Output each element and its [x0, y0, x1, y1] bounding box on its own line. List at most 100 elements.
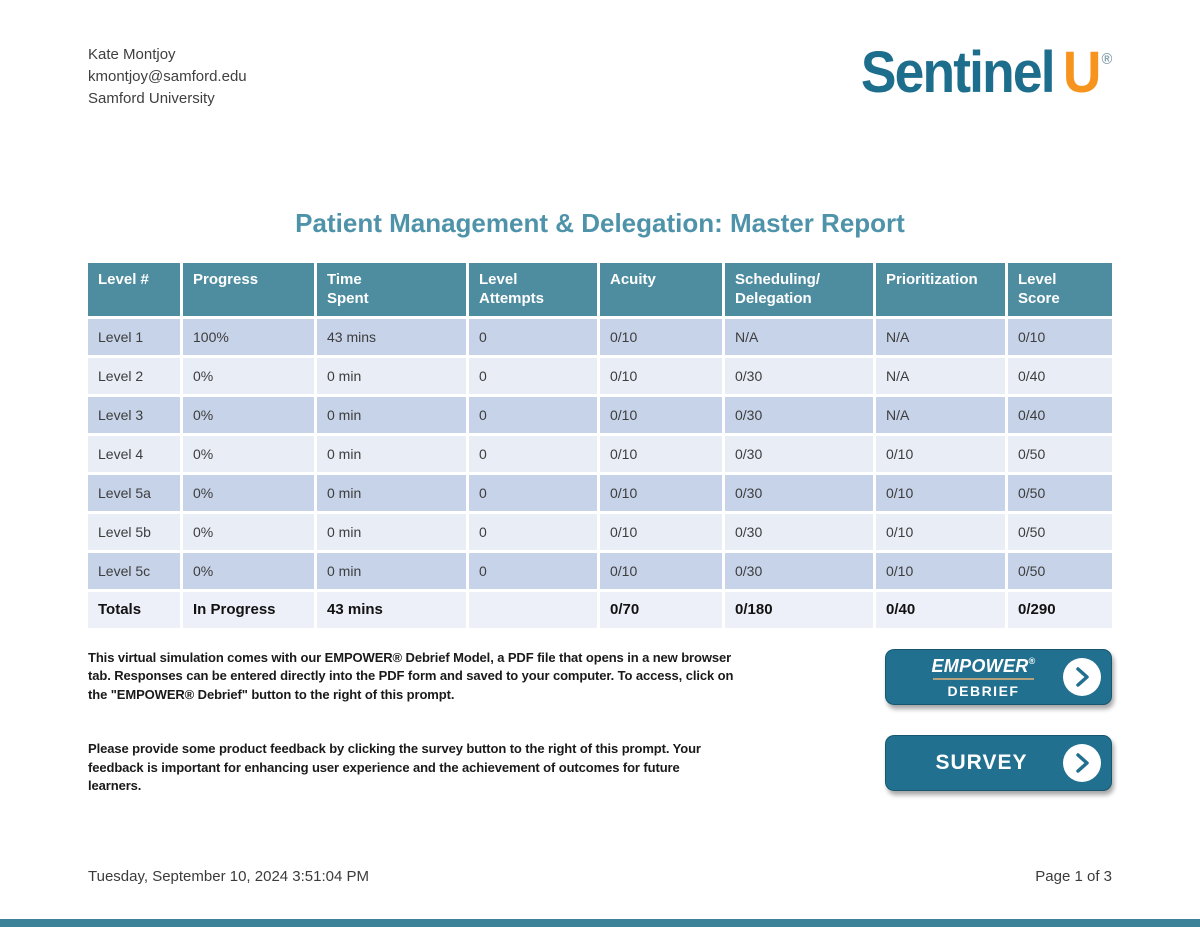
table-cell: In Progress [183, 592, 317, 631]
user-email: kmontjoy@samford.edu [88, 68, 247, 85]
table-cell: N/A [725, 319, 876, 358]
table-cell: 0/10 [600, 475, 725, 514]
totals-row: Totals In Progress 43 mins 0/70 0/180 0/40 0/2… [88, 592, 1112, 631]
chevron-right-icon [1063, 744, 1101, 782]
table-cell: 0 min [317, 436, 469, 475]
lower-section: This virtual simulation comes with our E… [88, 649, 1112, 796]
table-cell: Level 2 [88, 358, 183, 397]
table-cell: 0/10 [876, 553, 1008, 592]
table-cell: 0 min [317, 397, 469, 436]
table-cell: N/A [876, 358, 1008, 397]
table-cell: 0/10 [876, 514, 1008, 553]
empower-debrief-label: EMPOWER® DEBRIEF [931, 655, 1035, 699]
table-cell: 0/10 [600, 553, 725, 592]
table-row: Level 5b 0% 0 min 0 0/10 0/30 0/10 0/50 [88, 514, 1112, 553]
page-header: Kate Montjoy kmontjoy@samford.edu Samfor… [88, 0, 1112, 110]
table-cell: 0/30 [725, 358, 876, 397]
table-cell: Level 5b [88, 514, 183, 553]
table-cell: 0/50 [1008, 514, 1112, 553]
user-name: Kate Montjoy [88, 46, 176, 63]
column-header: Level Attempts [469, 263, 600, 319]
table-row: Level 5a 0% 0 min 0 0/10 0/30 0/10 0/50 [88, 475, 1112, 514]
column-header: Level # [88, 263, 183, 319]
table-cell: 0 [469, 436, 600, 475]
table-cell: Level 3 [88, 397, 183, 436]
user-info: Kate Montjoy kmontjoy@samford.edu Samfor… [88, 44, 247, 110]
empower-debrief-button[interactable]: EMPOWER® DEBRIEF [885, 649, 1112, 705]
table-header-row: Level # Progress Time Spent Level Attempts A… [88, 263, 1112, 319]
empower-underline [933, 677, 1034, 680]
table-cell: N/A [876, 397, 1008, 436]
survey-button[interactable]: SURVEY [885, 735, 1112, 791]
chevron-right-icon [1063, 658, 1101, 696]
table-cell: 0/10 [600, 319, 725, 358]
table-cell: 0/50 [1008, 475, 1112, 514]
table-cell: 0% [183, 514, 317, 553]
table-cell: Level 1 [88, 319, 183, 358]
empower-text: EMPOWER [931, 655, 1029, 676]
table-cell: 43 mins [317, 319, 469, 358]
table-cell: 0% [183, 436, 317, 475]
column-header: Acuity [600, 263, 725, 319]
results-table: Level # Progress Time Spent Level Attempts A… [88, 263, 1112, 631]
survey-note: Please provide some product feedback by … [88, 741, 701, 794]
table-cell: 0/30 [725, 553, 876, 592]
table-cell: 0/10 [876, 436, 1008, 475]
table-cell: Level 4 [88, 436, 183, 475]
table-cell: 0/30 [725, 475, 876, 514]
table-cell: 0/50 [1008, 436, 1112, 475]
table-cell: 0 min [317, 358, 469, 397]
table-cell: N/A [876, 319, 1008, 358]
table-cell [469, 592, 600, 631]
notes-column: This virtual simulation comes with our E… [88, 649, 736, 796]
debrief-text: DEBRIEF [947, 682, 1020, 699]
table-cell: 0/10 [1008, 319, 1112, 358]
table-cell: Level 5c [88, 553, 183, 592]
table-cell: 0% [183, 358, 317, 397]
table-cell: 0/30 [725, 397, 876, 436]
table-row: Level 2 0% 0 min 0 0/10 0/30 N/A 0/40 [88, 358, 1112, 397]
table-cell: 0/30 [725, 514, 876, 553]
table-cell: 0/40 [876, 592, 1008, 631]
report-title: Patient Management & Delegation: Master … [295, 208, 905, 238]
table-cell: 0 min [317, 553, 469, 592]
table-cell: 0 [469, 475, 600, 514]
table-cell: 0/50 [1008, 553, 1112, 592]
table-cell: 0/10 [600, 514, 725, 553]
table-cell: 0 [469, 358, 600, 397]
debrief-note: This virtual simulation comes with our E… [88, 650, 734, 702]
footer-page-number: Page 1 of 3 [1035, 867, 1112, 885]
column-header: Progress [183, 263, 317, 319]
logo-u: U [1062, 40, 1102, 105]
survey-label: SURVEY [935, 751, 1028, 774]
table-cell: 0 min [317, 514, 469, 553]
table-cell: 0/10 [600, 397, 725, 436]
table-cell: 0/40 [1008, 397, 1112, 436]
table-cell: 0/10 [600, 436, 725, 475]
sentinel-u-logo: Sentinel U ® [861, 44, 1112, 102]
page-footer: Tuesday, September 10, 2024 3:51:04 PM P… [88, 868, 1112, 885]
column-header: Time Spent [317, 263, 469, 319]
footer-timestamp: Tuesday, September 10, 2024 3:51:04 PM [88, 867, 370, 885]
table-cell: 0 [469, 319, 600, 358]
column-header: Prioritization [876, 263, 1008, 319]
table-cell: 0/290 [1008, 592, 1112, 631]
table-cell: 0 [469, 553, 600, 592]
table-cell: 0% [183, 397, 317, 436]
table-cell: 0/70 [600, 592, 725, 631]
table-cell: 0/10 [876, 475, 1008, 514]
user-institution: Samford University [88, 90, 215, 107]
buttons-column: EMPOWER® DEBRIEF SURVEY [885, 649, 1112, 796]
table-cell: 100% [183, 319, 317, 358]
table-cell: 43 mins [317, 592, 469, 631]
table-cell: 0/40 [1008, 358, 1112, 397]
table-cell: 0 [469, 514, 600, 553]
table-row: Level 5c 0% 0 min 0 0/10 0/30 0/10 0/50 [88, 553, 1112, 592]
table-cell: 0% [183, 475, 317, 514]
table-cell: 0/30 [725, 436, 876, 475]
table-cell: 0 min [317, 475, 469, 514]
table-cell: 0% [183, 553, 317, 592]
column-header: Level Score [1008, 263, 1112, 319]
table-cell: 0/180 [725, 592, 876, 631]
